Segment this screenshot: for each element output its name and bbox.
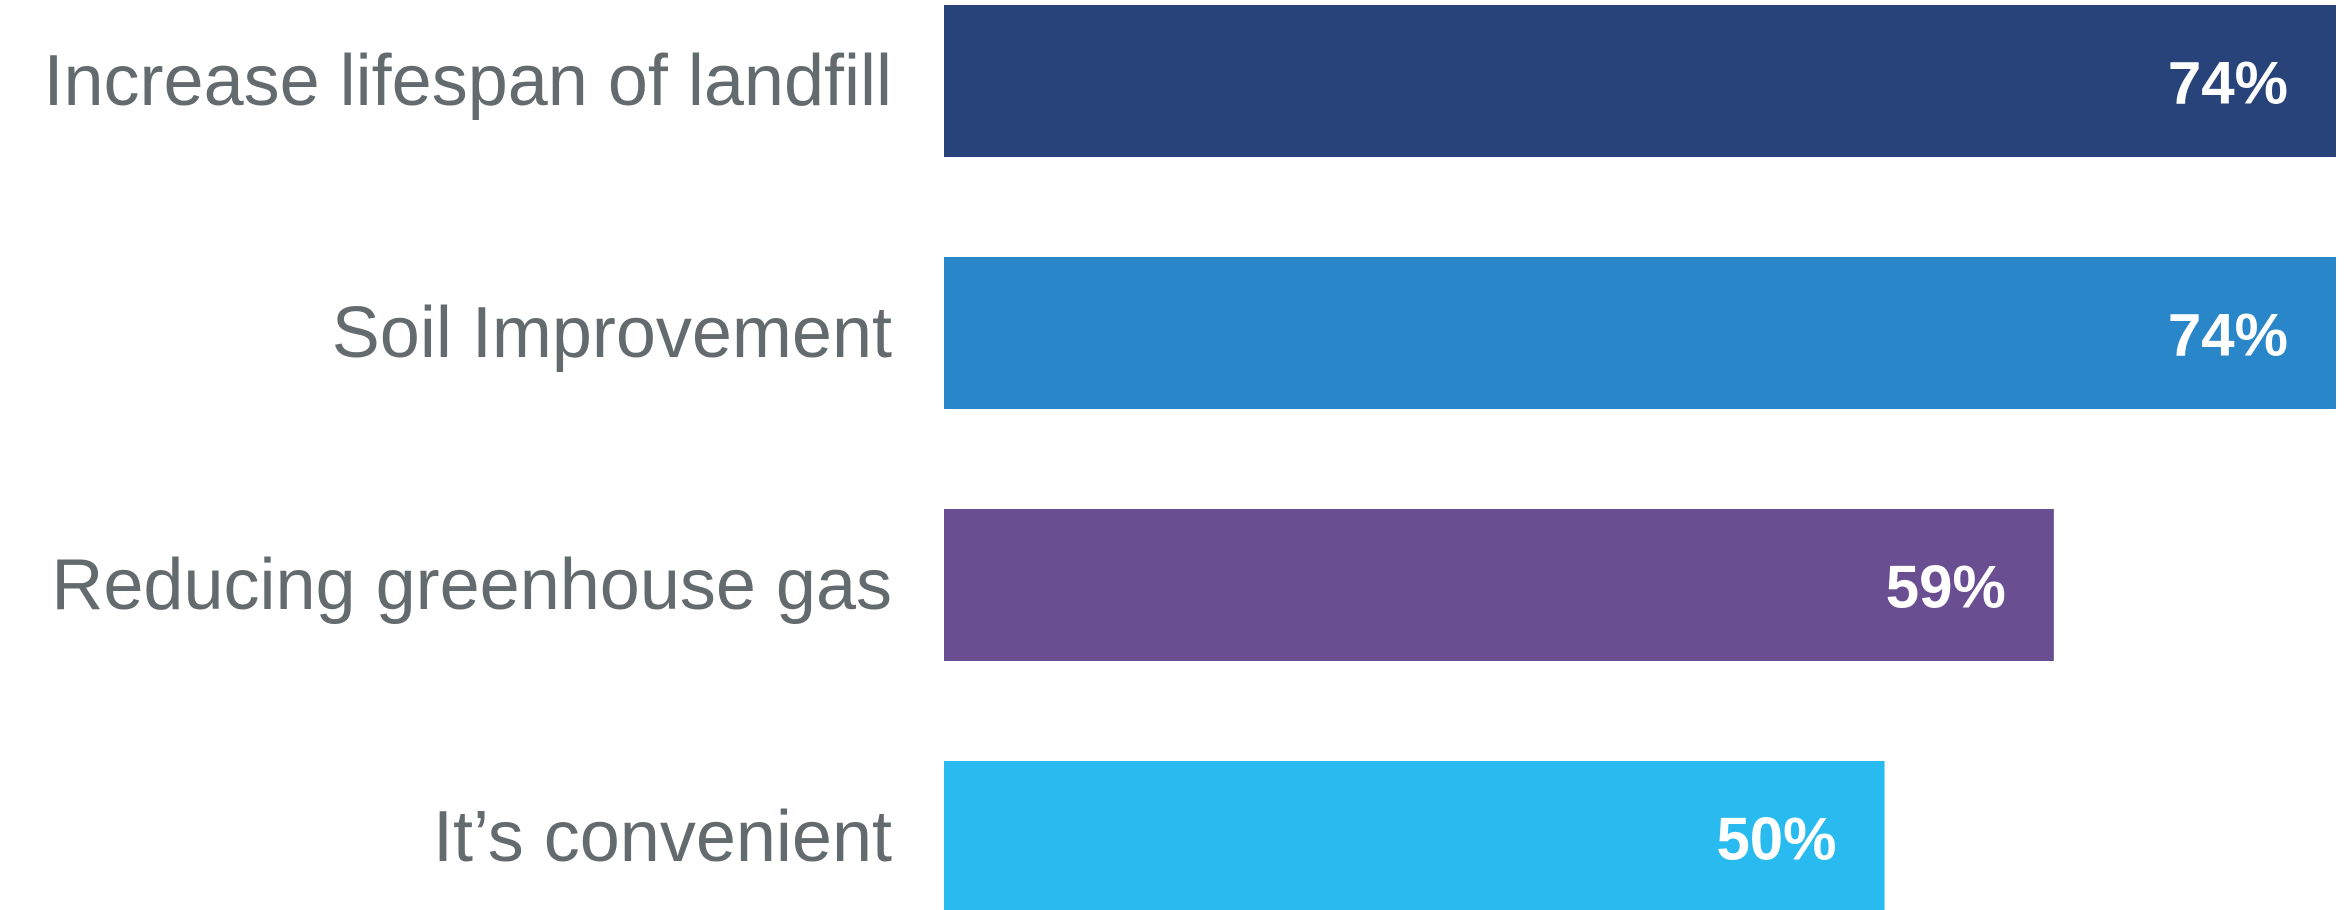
bars-group — [944, 5, 2336, 910]
category-label-1: Increase lifespan of landfill — [44, 41, 893, 121]
value-labels-group: 74% 74% 59% 50% — [1716, 50, 2288, 873]
value-label-3: 59% — [1886, 554, 2006, 621]
category-label-4: It’s convenient — [433, 797, 892, 877]
bar-1 — [944, 5, 2336, 157]
bar-3 — [944, 509, 2054, 661]
value-label-1: 74% — [2168, 50, 2288, 117]
category-label-2: Soil Improvement — [332, 293, 892, 373]
category-label-3: Reducing greenhouse gas — [51, 545, 892, 625]
bar-2 — [944, 257, 2336, 409]
value-label-2: 74% — [2168, 302, 2288, 369]
value-label-4: 50% — [1716, 806, 1836, 873]
category-labels-group: Increase lifespan of landfill Soil Improv… — [44, 41, 893, 877]
bar-4 — [944, 761, 1885, 910]
